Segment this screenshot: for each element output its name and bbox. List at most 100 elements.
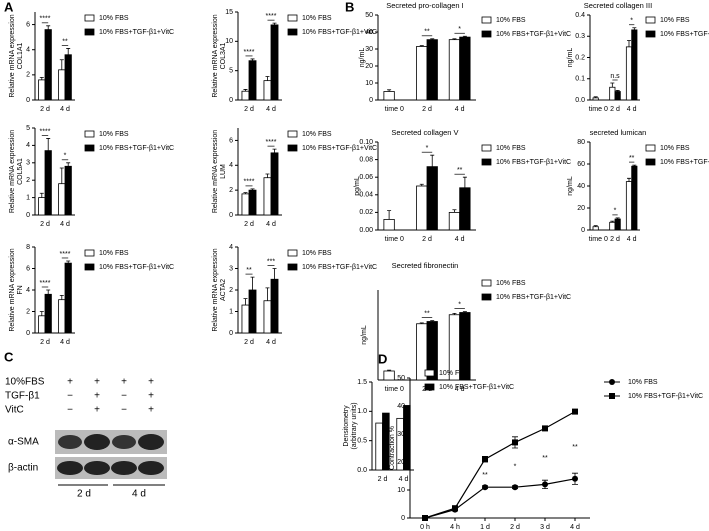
significance: * [614,208,617,215]
legend-label: 10% FBS+TGF-β1+VitC [496,159,571,166]
x-tick-label: 4 d [60,339,70,346]
x-tick-label: 2 d [422,106,432,113]
bar [64,165,72,216]
bar [609,86,616,101]
bar [614,218,621,231]
panel-label: A [4,0,14,14]
y-tick-label: 0.08 [359,156,373,163]
error-bar [66,260,71,264]
bar [58,299,66,334]
significance: * [514,464,517,471]
panel-label: C [4,349,14,364]
bar [625,181,633,231]
x-tick-label: 4 d [266,339,276,346]
bar [263,177,272,216]
error-bar [265,287,270,301]
x-tick-label: time 0 [589,236,608,243]
x-tick-label: 2 d [510,524,520,531]
error-bar [419,322,424,324]
error-bar [387,369,392,371]
legend-swatch [84,263,95,271]
bar [459,187,471,231]
group-label: 2 d [77,489,91,500]
band-label: α-SMA [8,437,39,448]
blot-image [55,430,167,486]
y-tick-label: 0.5 [357,438,367,445]
error-bar [39,311,44,316]
x-tick-label: 4 d [60,221,70,228]
error-bar [452,313,457,315]
legend-swatch [645,158,656,166]
marker [609,393,615,399]
blot-sign: + [148,405,154,416]
significance: ** [629,155,635,162]
y-tick-label: 1.0 [357,408,367,415]
y-tick-label: 4 [26,142,30,149]
y-tick-label: 60 [577,161,585,168]
error-bar [462,176,467,188]
y-axis-label: Relative mRNA expression [212,130,219,213]
significance: **** [60,251,71,258]
blot-sign: − [121,405,127,416]
error-bar [462,35,467,38]
error-bar [265,76,270,81]
y-tick-label: 0.4 [575,12,585,19]
error-bar [46,138,51,151]
legend-swatch [84,144,95,152]
y-tick-label: 10 [397,487,405,494]
bar [625,46,633,101]
y-tick-label: 2 [26,72,30,79]
legend-label: 10% FBS+TGF-β1+VitC [496,31,571,38]
y-tick-label: 0 [581,227,585,234]
bar [270,152,279,216]
marker [482,484,488,491]
significance: **** [244,49,255,56]
y-tick-label: 2 [26,308,30,315]
y-axis-label: ACTA2 [220,279,227,301]
significance: **** [244,179,255,186]
error-bar [593,225,598,227]
y-tick-label: 6 [229,137,233,144]
blot-sign: + [148,377,154,388]
error-bar [627,177,631,182]
significance: ** [542,455,548,462]
x-tick-label: 2 d [422,236,432,243]
error-bar [419,183,424,186]
y-axis-label: Relative mRNA expression [9,248,16,331]
legend-label: 10% FBS+TGF-β1+VitC [439,384,514,391]
legend-swatch [84,28,95,36]
significance: ** [424,310,430,317]
significance: * [458,26,461,33]
error-bar [66,48,71,55]
legend-swatch [84,130,95,138]
band [84,434,110,450]
panel-label: D [378,351,387,366]
legend-label: 10% FBS [302,131,332,138]
y-tick-label: 2 [229,287,233,294]
y-tick-label: 2 [229,187,233,194]
y-tick-label: 0 [229,212,233,219]
error-bar [265,173,270,178]
significance: ** [572,444,578,451]
x-tick-label: 4 d [570,524,580,531]
blot-row-label: 10%FBS [5,377,45,388]
significance: * [64,153,67,160]
legend-label: 10% FBS [439,370,469,377]
significance: * [426,145,429,152]
x-tick-label: 4 h [450,524,460,531]
legend-swatch [481,279,492,287]
group-label: 4 d [132,489,146,500]
error-bar [615,90,620,92]
significance: ** [62,38,68,45]
y-axis-label: FN [17,285,24,294]
legend-label: 10% FBS [660,145,690,152]
y-axis-label: ng/mL [361,325,368,345]
blot-sign: + [67,377,73,388]
error-bar [452,38,457,40]
significance: * [630,18,633,25]
error-bar [593,96,598,98]
legend-label: 10% FBS [628,379,658,386]
y-tick-label: 6 [26,265,30,272]
legend-label: 10% FBS [302,250,332,257]
y-tick-label: 80 [577,139,585,146]
